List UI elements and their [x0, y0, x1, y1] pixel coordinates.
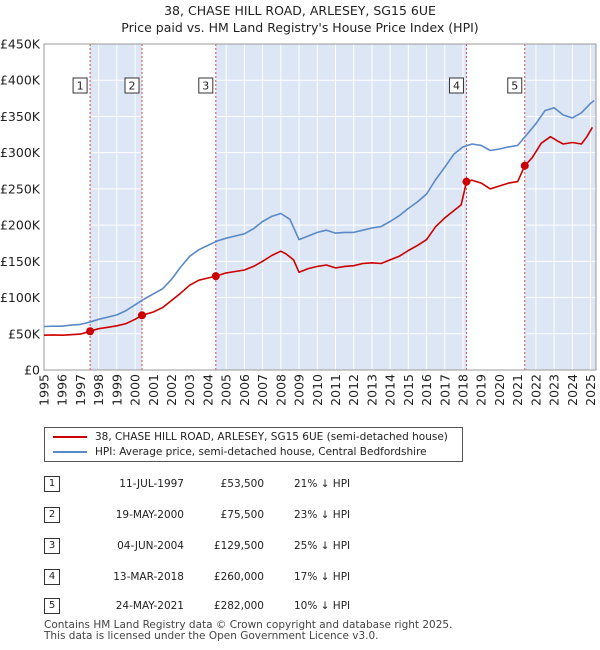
shaded-range [215, 44, 467, 370]
sale-row: 5 24-MAY-2021 £282,000 10% ↓ HPI [44, 596, 464, 616]
x-tick-label: 1999 [109, 374, 124, 406]
footer-line1: Contains HM Land Registry data © Crown c… [44, 619, 453, 631]
x-tick-label: 2007 [255, 374, 270, 406]
sale-label-box [448, 77, 464, 94]
sale-price: £75,500 [220, 509, 264, 521]
sale-date: 04-JUN-2004 [117, 540, 184, 552]
legend-label-hpi: HPI: Average price, semi-detached house,… [95, 446, 427, 458]
sale-price: £129,500 [213, 540, 264, 552]
x-tick-label: 2011 [328, 374, 343, 406]
x-tick-label: 2017 [437, 374, 452, 406]
sale-label-text: 2 [129, 80, 136, 93]
x-tick-label: 1997 [73, 374, 88, 406]
sale-marker [211, 272, 220, 281]
price-chart: 1 2 3 4 5 £0 £50K £100K £150K £200K £250K £300K £350… [0, 37, 598, 406]
y-tick-label: £0 [24, 363, 40, 378]
sale-price: £53,500 [220, 478, 264, 490]
legend-item-property: 38, CHASE HILL ROAD, ARLESEY, SG15 6UE (… [53, 430, 448, 444]
sale-label-text: 1 [77, 80, 84, 93]
sale-hpi-diff: 17% ↓ HPI [294, 571, 351, 583]
sale-row: 1 11-JUL-1997 £53,500 21% ↓ HPI [44, 474, 464, 494]
sale-row: 3 04-JUN-2004 £129,500 25% ↓ HPI [44, 536, 464, 556]
sale-marker [520, 161, 529, 170]
sale-price: £260,000 [213, 571, 264, 583]
y-tick-label: £350K [0, 109, 41, 124]
sale-marker [86, 327, 95, 336]
y-tick-label: £50K [8, 326, 41, 341]
legend-swatch-hpi [53, 451, 87, 453]
x-tick-label: 2006 [237, 374, 252, 406]
x-tick-label: 2008 [273, 374, 288, 406]
sale-number-badge: 5 [44, 598, 60, 614]
plot-area-border [43, 43, 597, 371]
legend-swatch-property [53, 436, 87, 438]
x-tick-label: 2022 [528, 374, 543, 406]
sale-row: 4 13-MAR-2018 £260,000 17% ↓ HPI [44, 567, 464, 587]
x-tick-label: 2025 [583, 374, 598, 406]
footer-line2: This data is licensed under the Open Gov… [44, 630, 379, 642]
y-tick-label: £300K [0, 145, 41, 160]
x-tick-label: 1995 [37, 374, 52, 406]
x-tick-label: 2005 [219, 374, 234, 406]
x-tick-label: 2021 [510, 374, 525, 406]
sale-label-text: 5 [511, 80, 518, 93]
sale-date: 24-MAY-2021 [115, 600, 184, 612]
sale-label-text: 4 [453, 80, 460, 93]
sale-marker [138, 311, 147, 320]
x-tick-label: 2016 [419, 374, 434, 406]
sale-hpi-diff: 10% ↓ HPI [294, 600, 351, 612]
y-tick-label: £450K [0, 37, 41, 52]
x-tick-label: 1998 [91, 374, 106, 406]
legend-item-hpi: HPI: Average price, semi-detached house,… [53, 445, 427, 459]
sale-label-box [124, 77, 140, 94]
legend-label-property: 38, CHASE HILL ROAD, ARLESEY, SG15 6UE (… [95, 431, 448, 443]
hpi-series-line [43, 99, 595, 328]
shaded-range [524, 44, 596, 370]
x-tick-label: 2013 [364, 374, 379, 406]
sale-hpi-diff: 21% ↓ HPI [294, 478, 351, 490]
x-tick-label: 2023 [547, 374, 562, 406]
x-tick-label: 2014 [383, 374, 398, 406]
sale-date: 19-MAY-2000 [115, 509, 184, 521]
sale-hpi-diff: 23% ↓ HPI [294, 509, 351, 521]
y-tick-label: £400K [0, 73, 41, 88]
chart-title-line1: 38, CHASE HILL ROAD, ARLESEY, SG15 6UE [164, 3, 436, 18]
chart-title-line2: Price paid vs. HM Land Registry's House … [121, 20, 479, 35]
sale-price: £282,000 [213, 600, 264, 612]
sale-hpi-diff: 25% ↓ HPI [294, 540, 351, 552]
y-tick-label: £200K [0, 218, 41, 233]
legend: 38, CHASE HILL ROAD, ARLESEY, SG15 6UE (… [44, 427, 463, 462]
x-tick-label: 2012 [346, 374, 361, 406]
x-tick-label: 2009 [292, 374, 307, 406]
chart-title: 38, CHASE HILL ROAD, ARLESEY, SG15 6UE P… [0, 2, 600, 36]
x-tick-label: 1996 [55, 374, 70, 406]
sale-number-badge: 4 [44, 569, 60, 585]
x-tick-label: 2002 [164, 374, 179, 406]
y-tick-label: £150K [0, 254, 41, 269]
x-tick-label: 2001 [146, 374, 161, 406]
x-tick-label: 2024 [565, 374, 580, 406]
x-tick-label: 2020 [492, 374, 507, 406]
x-tick-label: 2003 [182, 374, 197, 406]
x-tick-label: 2018 [456, 374, 471, 406]
y-tick-label: £250K [0, 181, 41, 196]
x-tick-label: 2004 [200, 374, 215, 406]
sale-date: 13-MAR-2018 [113, 571, 184, 583]
x-tick-label: 2015 [401, 374, 416, 406]
sale-label-text: 3 [202, 80, 209, 93]
y-tick-label: £100K [0, 290, 41, 305]
x-tick-label: 2000 [128, 374, 143, 406]
x-tick-label: 2019 [474, 374, 489, 406]
sale-number-badge: 2 [44, 507, 60, 523]
x-tick-label: 2010 [310, 374, 325, 406]
sale-label-box [198, 77, 214, 94]
footer-notice: Contains HM Land Registry data © Crown c… [44, 620, 452, 642]
sale-row: 2 19-MAY-2000 £75,500 23% ↓ HPI [44, 505, 464, 525]
sale-date: 11-JUL-1997 [119, 478, 184, 490]
sale-number-badge: 1 [44, 476, 60, 492]
sale-number-badge: 3 [44, 538, 60, 554]
sale-marker [462, 177, 471, 186]
sale-label-box [72, 77, 88, 94]
sale-label-box [507, 77, 523, 94]
